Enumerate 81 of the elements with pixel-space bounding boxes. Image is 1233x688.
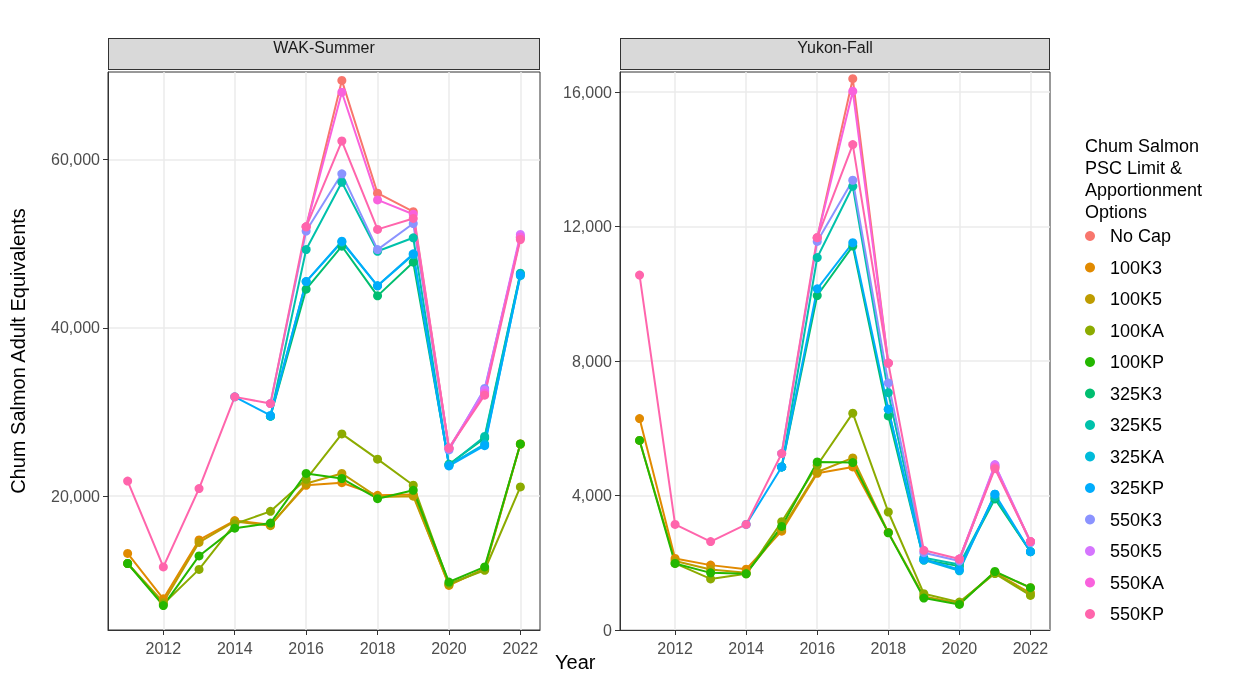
point	[812, 253, 822, 263]
legend-label: 325KP	[1110, 478, 1165, 498]
legend-label: 550KA	[1110, 572, 1165, 593]
point	[883, 378, 893, 388]
x-tick-label: 2012	[145, 639, 182, 657]
x-tick-label: 2012	[657, 639, 693, 657]
point	[194, 484, 204, 494]
legend-title: Chum Salmon PSC Limit & Apportionment Options	[1085, 136, 1208, 222]
point	[848, 74, 858, 84]
point	[848, 140, 858, 150]
y-tick-label: 40,000	[51, 319, 101, 337]
legend-label: 100KA	[1110, 320, 1165, 341]
point	[373, 195, 383, 205]
point	[706, 537, 716, 547]
point	[635, 270, 645, 280]
chart-title: WAK-Summer	[108, 38, 540, 70]
x-tick-label: 2022	[502, 639, 539, 657]
point	[848, 458, 858, 468]
point	[670, 519, 680, 529]
x-axis-title: Year	[555, 651, 596, 673]
legend-label: 550K3	[1110, 509, 1163, 530]
point	[337, 136, 347, 146]
y-tick-label: 0	[603, 621, 613, 639]
x-tick-label: 2020	[941, 639, 978, 657]
point	[706, 568, 716, 578]
y-tick-label: 4,000	[571, 487, 613, 505]
legend-label: 100KP	[1110, 352, 1165, 372]
y-tick-label: 12,000	[563, 218, 613, 236]
x-tick-label: 2020	[431, 639, 467, 657]
legend-label: No Cap	[1110, 226, 1172, 246]
point	[848, 86, 858, 96]
point	[883, 507, 893, 517]
point	[635, 414, 645, 424]
point	[373, 224, 383, 234]
x-tick-label: 2014	[216, 639, 253, 657]
point	[848, 408, 858, 418]
point	[337, 474, 347, 483]
point	[408, 233, 418, 243]
point	[337, 169, 347, 179]
point	[373, 291, 383, 301]
point	[301, 468, 311, 478]
x-tick-label: 2016	[288, 639, 325, 657]
x-tick-label: 2014	[728, 639, 765, 657]
x-tick-label: 2022	[1012, 639, 1049, 657]
x-tick-label: 2018	[359, 639, 396, 657]
y-tick-label: 20,000	[51, 487, 101, 505]
point	[337, 87, 347, 97]
point	[337, 75, 347, 85]
y-tick-label: 60,000	[51, 151, 101, 169]
y-axis-title: Chum Salmon Adult Equivalents	[7, 208, 29, 494]
legend-label: 550KP	[1110, 604, 1165, 624]
legend-label: 100K3	[1110, 257, 1163, 278]
point	[408, 257, 418, 267]
point	[515, 482, 525, 492]
legend-label: 325K5	[1110, 415, 1163, 435]
point	[158, 562, 168, 572]
chart-title: Yukon-Fall	[620, 38, 1050, 70]
point	[848, 175, 858, 185]
point	[373, 454, 383, 464]
point	[265, 506, 275, 516]
legend-label: 550K5	[1110, 541, 1163, 561]
legend-label: 325KA	[1110, 446, 1165, 467]
point	[301, 245, 311, 255]
y-tick-label: 8,000	[571, 352, 613, 370]
point	[194, 564, 204, 574]
point	[123, 476, 133, 486]
point	[337, 177, 347, 187]
point	[230, 523, 240, 533]
point	[812, 284, 822, 294]
point	[194, 551, 204, 561]
x-tick-label: 2016	[799, 639, 836, 657]
point	[301, 284, 311, 294]
point	[123, 548, 133, 558]
point	[408, 213, 418, 223]
x-tick-label: 2018	[870, 639, 907, 657]
point	[883, 388, 893, 398]
legend-label: 100K5	[1110, 289, 1163, 309]
point	[337, 429, 347, 439]
y-tick-label: 16,000	[563, 83, 613, 101]
legend-label: 325K3	[1110, 383, 1163, 404]
point	[408, 485, 418, 495]
